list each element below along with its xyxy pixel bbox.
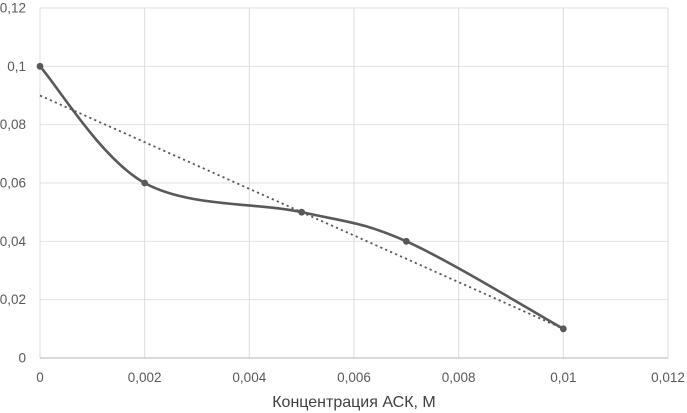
y-tick-label: 0,08 — [0, 117, 26, 132]
series-layer — [36, 62, 567, 333]
series-line — [38, 65, 565, 331]
y-tick-label: 0,06 — [0, 176, 26, 191]
x-tick-label: 0,012 — [651, 370, 685, 385]
y-tick-label: 0,1 — [7, 59, 26, 74]
x-tick-label: 0,002 — [128, 370, 162, 385]
data-point-marker — [141, 179, 149, 187]
data-point-marker — [402, 237, 410, 245]
x-tick-label: 0,006 — [337, 370, 371, 385]
x-axis-title: Концентрация АСК, М — [272, 394, 436, 411]
gridlines — [39, 7, 669, 359]
y-tick-label: 0 — [18, 351, 26, 366]
data-point-marker — [559, 325, 567, 333]
y-tick-label: 0,12 — [0, 1, 26, 16]
x-tick-label: 0,004 — [232, 370, 266, 385]
x-tick-label: 0,01 — [550, 370, 576, 385]
x-tick-label: 0 — [36, 370, 44, 385]
x-tick-label: 0,008 — [442, 370, 476, 385]
y-tick-label: 0,02 — [0, 292, 26, 307]
data-point-marker — [298, 208, 306, 216]
tick-labels: 0 0,02 0,04 0,06 0,08 0,1 0,12 0 0,002 0,004 0,006… — [0, 1, 685, 386]
y-tick-label: 0,04 — [0, 234, 26, 249]
data-point-marker — [36, 62, 44, 70]
